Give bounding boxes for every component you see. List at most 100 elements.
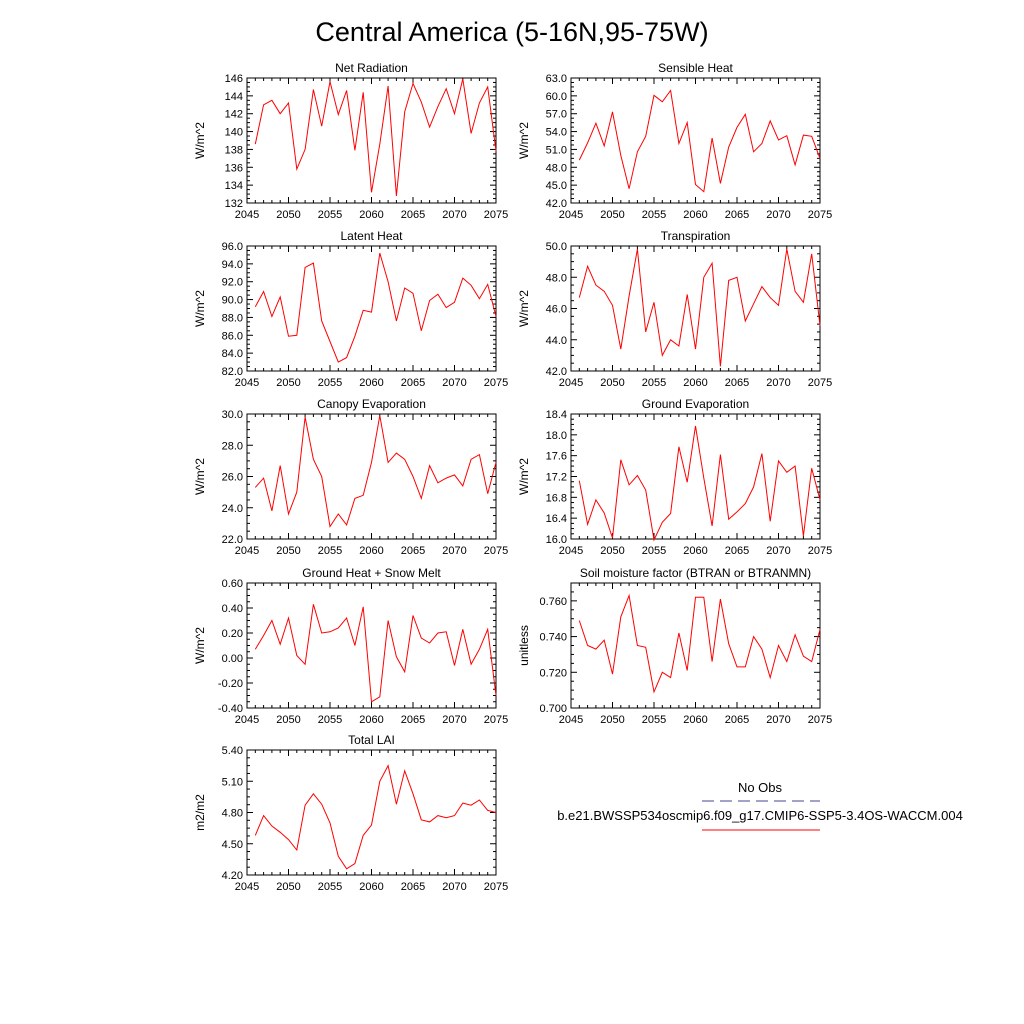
x-tick-label: 2065 (725, 209, 749, 221)
data-point (371, 701, 372, 702)
data-point (495, 695, 496, 696)
data-point (404, 459, 405, 460)
y-tick-label: 86.0 (222, 330, 243, 342)
x-tick-label: 2045 (559, 377, 583, 389)
data-point (396, 804, 397, 805)
x-tick-label: 2070 (442, 714, 466, 726)
y-tick-label: 18.0 (546, 430, 567, 442)
data-point (736, 666, 737, 667)
data-point (296, 168, 297, 169)
data-point (471, 285, 472, 286)
panel-title: Latent Heat (340, 229, 403, 243)
data-point (595, 499, 596, 500)
data-point (288, 102, 289, 103)
plot-frame (246, 245, 497, 372)
data-point (454, 474, 455, 475)
data-point (703, 277, 704, 278)
data-point (263, 104, 264, 105)
data-point (446, 631, 447, 632)
data-point (404, 111, 405, 112)
data-point (280, 832, 281, 833)
data-point (587, 266, 588, 267)
chart-panel-3: 2045 2050 2055 2060 2065 2070 2075 42.0 44.0 46.0… (517, 229, 832, 389)
data-point (437, 482, 438, 483)
data-point (363, 495, 364, 496)
x-tick-label: 2045 (559, 714, 583, 726)
data-point (612, 305, 613, 306)
y-tick-label: 84.0 (222, 348, 243, 360)
data-point (346, 90, 347, 91)
data-point (379, 696, 380, 697)
data-point (778, 460, 779, 461)
data-point (471, 459, 472, 460)
data-point (629, 484, 630, 485)
data-point (637, 249, 638, 250)
data-point (437, 815, 438, 816)
data-point (471, 805, 472, 806)
series-line (578, 249, 821, 367)
x-tick-label: 2070 (766, 377, 790, 389)
x-tick-label: 2050 (600, 714, 624, 726)
y-axis-label: W/m^2 (193, 627, 207, 664)
x-tick-label: 2055 (318, 377, 342, 389)
y-tick-label: 0.00 (222, 653, 243, 665)
data-point (263, 477, 264, 478)
data-point (479, 454, 480, 455)
panel-title: Total LAI (348, 733, 395, 747)
data-point (712, 263, 713, 264)
data-point (795, 291, 796, 292)
data-point (421, 498, 422, 499)
data-point (288, 513, 289, 514)
y-axis-label: W/m^2 (517, 458, 531, 495)
data-point (329, 631, 330, 632)
data-point (795, 465, 796, 466)
data-point (645, 331, 646, 332)
y-tick-label: 17.2 (546, 472, 567, 484)
data-point (819, 325, 820, 326)
x-tick-label: 2055 (642, 209, 666, 221)
data-point (421, 330, 422, 331)
y-tick-label: 5.10 (222, 776, 243, 788)
data-point (296, 335, 297, 336)
data-point (728, 519, 729, 520)
data-point (371, 462, 372, 463)
y-tick-label: 4.20 (222, 870, 243, 882)
series-line (254, 604, 497, 703)
y-tick-label: 22.0 (222, 534, 243, 546)
data-point (446, 477, 447, 478)
panel-title: Transpiration (661, 229, 731, 243)
data-point (595, 648, 596, 649)
x-tick-label: 2045 (559, 545, 583, 557)
data-point (720, 183, 721, 184)
data-point (346, 868, 347, 869)
data-point (363, 606, 364, 607)
data-point (753, 486, 754, 487)
panel-title: Ground Heat + Snow Melt (302, 566, 441, 580)
data-point (703, 597, 704, 598)
y-tick-label: 0.720 (539, 667, 567, 679)
y-tick-label: 0.740 (539, 632, 567, 644)
y-tick-label: 17.6 (546, 451, 567, 463)
data-point (720, 454, 721, 455)
y-tick-label: 16.0 (546, 534, 567, 546)
y-tick-label: 90.0 (222, 295, 243, 307)
data-point (786, 661, 787, 662)
data-point (604, 640, 605, 641)
y-tick-label: 142 (225, 109, 243, 121)
y-tick-label: 82.0 (222, 366, 243, 378)
data-point (753, 636, 754, 637)
x-tick-label: 2050 (600, 545, 624, 557)
data-point (338, 361, 339, 362)
data-point (379, 781, 380, 782)
data-point (778, 305, 779, 306)
y-tick-label: 42.0 (546, 366, 567, 378)
x-tick-label: 2060 (359, 545, 383, 557)
data-point (338, 627, 339, 628)
x-tick-label: 2055 (642, 545, 666, 557)
x-tick-label: 2055 (642, 377, 666, 389)
x-tick-label: 2050 (276, 545, 300, 557)
data-point (786, 249, 787, 250)
data-point (354, 150, 355, 151)
chart-panel-0: 2045 2050 2055 2060 2065 2070 2075 132 134 136 138… (193, 61, 508, 221)
data-point (329, 822, 330, 823)
